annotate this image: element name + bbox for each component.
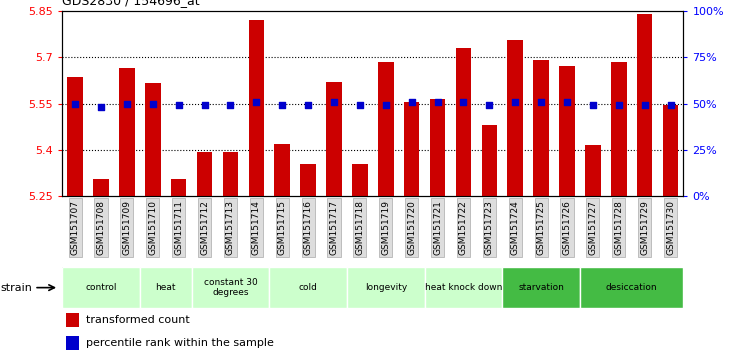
Bar [66, 336, 79, 350]
Text: starvation: starvation [518, 283, 564, 292]
Text: GSM151725: GSM151725 [537, 200, 545, 255]
Bar [559, 67, 575, 196]
Text: GSM151726: GSM151726 [562, 200, 572, 255]
Bar [482, 125, 497, 196]
Bar [300, 164, 316, 196]
Text: cold: cold [299, 283, 317, 292]
Point [276, 103, 288, 108]
Bar [223, 152, 238, 196]
Bar [425, 267, 502, 308]
Text: GSM151714: GSM151714 [251, 200, 261, 255]
Bar [430, 99, 445, 196]
Text: GSM151716: GSM151716 [303, 200, 313, 255]
Bar [502, 267, 580, 308]
Bar [637, 14, 652, 196]
Text: GSM151718: GSM151718 [355, 200, 364, 255]
Point [587, 103, 599, 108]
Point [147, 101, 159, 107]
Point [251, 99, 262, 105]
Point [535, 99, 547, 105]
Text: GSM151715: GSM151715 [278, 200, 287, 255]
Point [121, 101, 133, 107]
Text: GDS2830 / 154696_at: GDS2830 / 154696_at [62, 0, 200, 7]
Text: GSM151720: GSM151720 [407, 200, 416, 255]
Text: longevity: longevity [365, 283, 407, 292]
Text: control: control [86, 283, 117, 292]
Text: transformed count: transformed count [86, 315, 190, 325]
Text: desiccation: desiccation [606, 283, 657, 292]
Text: percentile rank within the sample: percentile rank within the sample [86, 338, 274, 348]
Text: heat knock down: heat knock down [425, 283, 502, 292]
Point [664, 103, 676, 108]
Bar [67, 77, 83, 196]
Bar [192, 267, 269, 308]
Bar [171, 179, 186, 196]
Text: GSM151729: GSM151729 [640, 200, 649, 255]
Point [69, 101, 81, 107]
Text: GSM151727: GSM151727 [588, 200, 597, 255]
Point [224, 103, 236, 108]
Bar [378, 62, 393, 196]
Bar [352, 164, 368, 196]
Text: GSM151721: GSM151721 [433, 200, 442, 255]
Text: GSM151719: GSM151719 [382, 200, 390, 255]
Text: GSM151711: GSM151711 [174, 200, 183, 255]
Point [173, 103, 184, 108]
Text: constant 30
degrees: constant 30 degrees [203, 278, 257, 297]
Text: GSM151709: GSM151709 [122, 200, 132, 255]
Text: GSM151708: GSM151708 [96, 200, 105, 255]
Text: GSM151728: GSM151728 [614, 200, 624, 255]
Bar [663, 105, 678, 196]
Point [354, 103, 366, 108]
Bar [580, 267, 683, 308]
Bar [249, 20, 264, 196]
Point [95, 104, 107, 110]
Text: strain: strain [0, 282, 32, 293]
Point [458, 99, 469, 105]
Bar [326, 82, 342, 196]
Text: heat: heat [156, 283, 176, 292]
Bar [197, 152, 212, 196]
Bar [274, 144, 290, 196]
Point [406, 99, 417, 105]
Bar [269, 267, 347, 308]
Bar [347, 267, 425, 308]
Text: GSM151712: GSM151712 [200, 200, 209, 255]
Point [328, 99, 340, 105]
Bar [119, 68, 135, 196]
Text: GSM151722: GSM151722 [459, 200, 468, 255]
Point [483, 103, 495, 108]
Text: GSM151713: GSM151713 [226, 200, 235, 255]
Bar [140, 267, 192, 308]
Bar [404, 102, 420, 196]
Bar [62, 267, 140, 308]
Text: GSM151730: GSM151730 [666, 200, 675, 255]
Text: GSM151717: GSM151717 [330, 200, 338, 255]
Text: GSM151710: GSM151710 [148, 200, 157, 255]
Point [380, 103, 392, 108]
Bar [585, 145, 601, 196]
Point [302, 103, 314, 108]
Point [561, 99, 573, 105]
Text: GSM151723: GSM151723 [485, 200, 494, 255]
Bar [611, 62, 626, 196]
Point [613, 103, 624, 108]
Point [199, 103, 211, 108]
Bar [455, 48, 471, 196]
Bar [534, 60, 549, 196]
Bar [94, 179, 109, 196]
Bar [145, 84, 161, 196]
Text: GSM151724: GSM151724 [511, 200, 520, 255]
Point [432, 99, 444, 105]
Point [639, 103, 651, 108]
Bar [66, 313, 79, 327]
Point [510, 99, 521, 105]
Bar [507, 40, 523, 196]
Text: GSM151707: GSM151707 [71, 200, 80, 255]
